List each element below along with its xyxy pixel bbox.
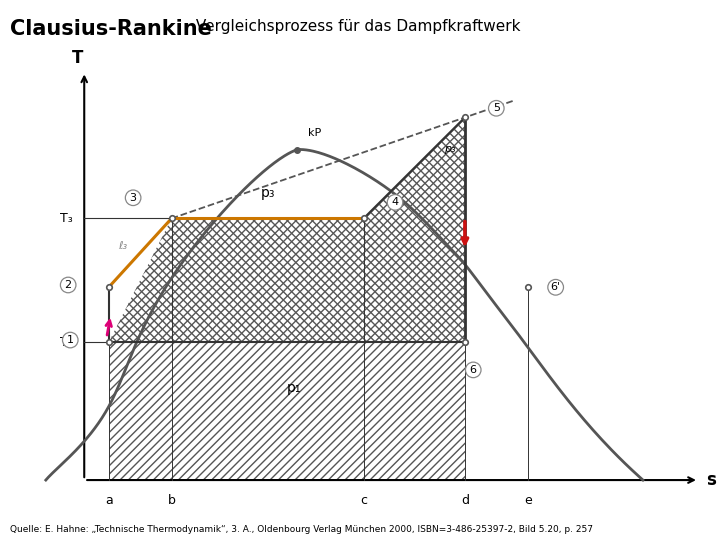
- Text: T₃: T₃: [60, 212, 73, 225]
- Text: 3: 3: [130, 193, 137, 203]
- Text: 2: 2: [65, 280, 72, 290]
- Text: s: s: [706, 471, 716, 489]
- Text: Quelle: E. Hahne: „Technische Thermodynamik“, 3. A., Oldenbourg Verlag München 2: Quelle: E. Hahne: „Technische Thermodyna…: [10, 524, 593, 534]
- Text: a: a: [105, 494, 112, 507]
- Text: ℓ₃: ℓ₃: [118, 241, 127, 251]
- Text: 4: 4: [392, 197, 399, 207]
- Text: p₃: p₃: [444, 144, 456, 154]
- Text: kP: kP: [307, 128, 321, 138]
- Text: e: e: [524, 494, 531, 507]
- Text: d: d: [461, 494, 469, 507]
- Text: 5: 5: [492, 103, 500, 113]
- Text: Vergleichsprozess für das Dampfkraftwerk: Vergleichsprozess für das Dampfkraftwerk: [191, 19, 521, 34]
- Text: T₁: T₁: [60, 336, 73, 349]
- Text: b: b: [168, 494, 176, 507]
- Text: p₁: p₁: [287, 381, 301, 395]
- Text: c: c: [360, 494, 367, 507]
- Text: 1: 1: [67, 335, 73, 345]
- Text: 6': 6': [551, 282, 561, 292]
- Text: p₃: p₃: [261, 186, 275, 200]
- Text: Clausius-Rankine: Clausius-Rankine: [10, 19, 212, 39]
- Text: T: T: [71, 49, 83, 67]
- Text: 6: 6: [469, 365, 477, 375]
